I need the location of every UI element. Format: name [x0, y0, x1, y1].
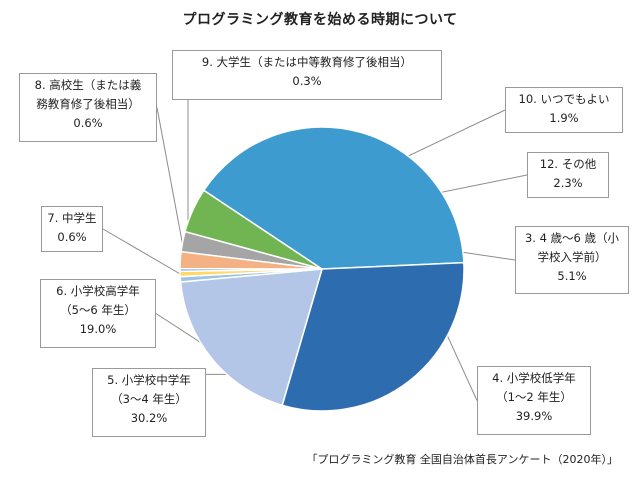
callout-4-value: 39.9%: [515, 409, 553, 423]
callout-7-value: 0.6%: [57, 230, 87, 244]
callout-5-value: 30.2%: [130, 411, 168, 425]
chart-source: 「プログラミング教育 全国自治体首長アンケート（2020年）」: [306, 453, 618, 466]
callout-9-value: 0.3%: [292, 74, 322, 88]
callout-6-label-1: 6. 小学校高学年: [56, 284, 140, 298]
callout-10-label: 10. いつでもよい: [518, 92, 610, 106]
callout-6-value: 19.0%: [79, 322, 117, 336]
callout-8-label-1: 8. 高校生（または義: [34, 78, 142, 92]
leader-line-s7: [102, 228, 189, 280]
callout-10: 10. いつでもよい 1.9%: [505, 87, 623, 133]
callout-4-label-2: （1～2 年生）: [496, 390, 572, 404]
pie-slice-s10: [179, 250, 323, 270]
callout-5-label-1: 5. 小学校中学年: [107, 373, 191, 387]
callout-6-label-2: （5～6 年生）: [60, 303, 136, 317]
callout-7: 7. 中学生 0.6%: [41, 206, 103, 252]
callout-5-label-2: （3～4 年生）: [111, 392, 187, 406]
callout-3-label-1: 3. 4 歳～6 歳（小: [524, 231, 620, 245]
pie-slice-s6: [179, 268, 324, 407]
callout-7-label: 7. 中学生: [47, 211, 97, 225]
callout-8-value: 0.6%: [73, 116, 103, 130]
chart-title: プログラミング教育を始める時期について: [182, 12, 458, 28]
callout-9-label: 9. 大学生（または中等教育修了後相当）: [201, 55, 413, 69]
callout-8: 8. 高校生（または義 務教育修了後相当） 0.6%: [19, 73, 157, 142]
callout-6: 6. 小学校高学年 （5～6 年生） 19.0%: [40, 279, 156, 348]
callout-9: 9. 大学生（または中等教育修了後相当） 0.3%: [172, 50, 442, 100]
pie-slice-s4: [202, 126, 465, 270]
callout-12-value: 2.3%: [553, 176, 583, 190]
callout-3-value: 5.1%: [557, 269, 587, 283]
callout-12-label: 12. その他: [539, 157, 597, 171]
callout-10-value: 1.9%: [549, 111, 579, 125]
callout-4-label-1: 4. 小学校低学年: [492, 371, 576, 385]
callout-4: 4. 小学校低学年 （1～2 年生） 39.9%: [477, 366, 591, 435]
callout-3-label-2: 学校入学前）: [537, 250, 607, 264]
callout-8-label-2: 務教育修了後相当）: [36, 97, 140, 111]
callout-12: 12. その他 2.3%: [527, 152, 609, 198]
pie-slices: [179, 126, 465, 412]
callout-5: 5. 小学校中学年 （3～4 年生） 30.2%: [92, 368, 206, 437]
pie-slice-s5: [281, 261, 465, 412]
callout-3: 3. 4 歳～6 歳（小 学校入学前） 5.1%: [515, 226, 629, 294]
